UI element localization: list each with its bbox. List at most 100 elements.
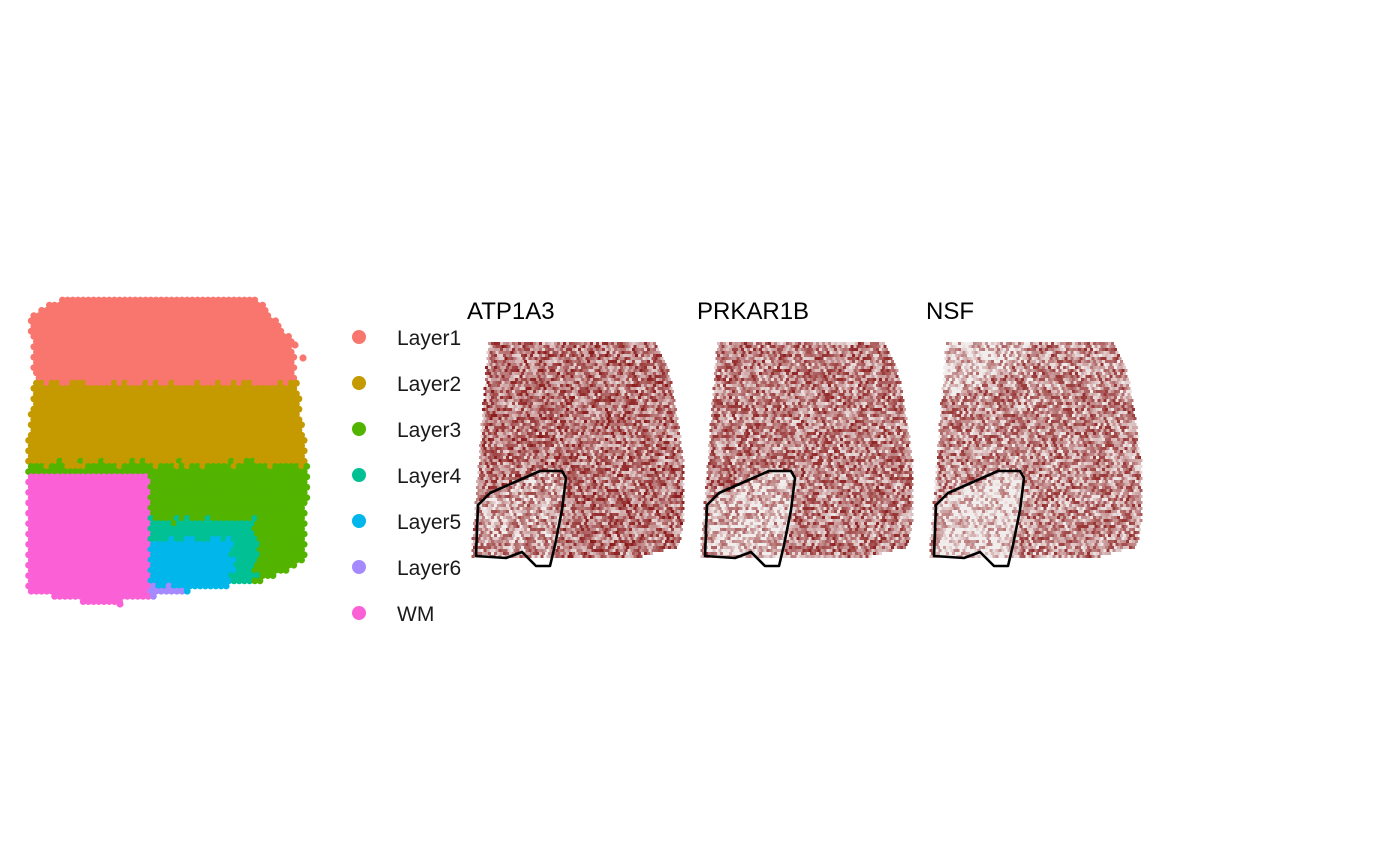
expression-spot (515, 414, 518, 417)
spot-layer2 (241, 390, 248, 397)
expression-spot (513, 357, 517, 360)
expression-spot (486, 417, 490, 420)
spot-layer1 (56, 333, 64, 340)
expression-spot (491, 366, 494, 369)
expression-spot (648, 387, 652, 390)
spot-layer1 (269, 364, 277, 371)
expression-spot (491, 402, 494, 405)
expression-spot (515, 378, 518, 381)
expression-spot (482, 408, 485, 411)
expression-spot (593, 348, 596, 351)
spot-layer1 (118, 353, 126, 361)
spot-layer1 (157, 369, 165, 377)
expression-spot (512, 426, 515, 429)
expression-spot (525, 405, 529, 408)
spot-layer2 (85, 400, 92, 408)
expression-spot (507, 363, 511, 366)
spot-layer1 (261, 369, 269, 377)
expression-spot (491, 408, 494, 411)
expression-spot (585, 345, 589, 348)
expression-spot (587, 402, 590, 405)
spot-layer1 (222, 333, 230, 340)
spot-layer2 (87, 395, 95, 403)
spot-layer2 (246, 379, 254, 387)
spot-layer1 (233, 343, 241, 351)
spot-layer1 (61, 343, 69, 351)
expression-spot (510, 357, 514, 360)
expression-spot (555, 351, 559, 354)
expression-spot (494, 384, 497, 387)
spot-layer1 (126, 307, 134, 314)
expression-spot (600, 405, 604, 408)
spot-layer2 (228, 385, 235, 392)
expression-spot (662, 366, 665, 369)
spot-layer1 (40, 322, 48, 330)
expression-spot (509, 402, 512, 405)
expression-spot (579, 357, 583, 360)
expression-spot (630, 375, 634, 378)
expression-spot (563, 426, 566, 429)
expression-spot (569, 408, 572, 411)
spot-layer2 (274, 395, 282, 403)
expression-spot (605, 426, 608, 429)
expression-spot (488, 354, 491, 357)
expression-spot (603, 423, 607, 426)
expression-spot (630, 393, 634, 396)
expression-spot (491, 414, 494, 417)
expression-spot (581, 372, 584, 375)
expression-spot (567, 423, 571, 426)
expression-spot (636, 345, 640, 348)
expression-spot (519, 387, 523, 390)
spot-layer2 (118, 395, 126, 403)
expression-spot (531, 375, 535, 378)
expression-spot (548, 354, 551, 357)
spot-layer1 (87, 312, 95, 319)
expression-spot (564, 405, 568, 408)
spot-layer1 (40, 343, 48, 351)
expression-spot (576, 375, 580, 378)
spot-layer1 (90, 338, 97, 345)
expression-spot (650, 414, 653, 417)
spot-layer1 (43, 338, 51, 345)
expression-spot (627, 417, 631, 420)
spot-layer2 (155, 395, 163, 403)
expression-spot (545, 426, 548, 429)
spot-layer1 (155, 343, 163, 351)
expression-spot (507, 411, 511, 414)
expression-spot (629, 372, 632, 375)
spot-layer1 (43, 348, 51, 356)
expression-spot (551, 348, 554, 351)
expression-spot (644, 432, 647, 435)
expression-spot (662, 390, 665, 393)
spot-layer1 (134, 353, 142, 361)
spot-layer1 (181, 333, 189, 340)
expression-spot (513, 417, 517, 420)
spot-layer1 (85, 317, 92, 325)
expression-spot (590, 360, 593, 363)
expression-spot (519, 429, 523, 432)
expression-spot (563, 372, 566, 375)
expression-spot (525, 375, 529, 378)
expression-spot (588, 375, 592, 378)
expression-spot (519, 351, 523, 354)
spot-layer1 (116, 296, 123, 304)
spot-layer1 (280, 364, 287, 371)
expression-spot (557, 402, 560, 405)
expression-spot (536, 354, 539, 357)
spot-layer1 (48, 307, 56, 314)
expression-spot (563, 432, 566, 435)
expression-spot (570, 375, 574, 378)
expression-spot (549, 387, 553, 390)
expression-spot (530, 378, 533, 381)
expression-spot (575, 372, 578, 375)
expression-spot (609, 351, 613, 354)
expression-spot (641, 438, 644, 441)
spot-layer1 (191, 312, 199, 319)
expression-spot (611, 378, 614, 381)
expression-spot (516, 393, 520, 396)
expression-spot (596, 378, 599, 381)
expression-spot (500, 378, 503, 381)
expression-spot (513, 345, 517, 348)
spot-layer1 (191, 374, 199, 382)
expression-spot (596, 342, 599, 345)
